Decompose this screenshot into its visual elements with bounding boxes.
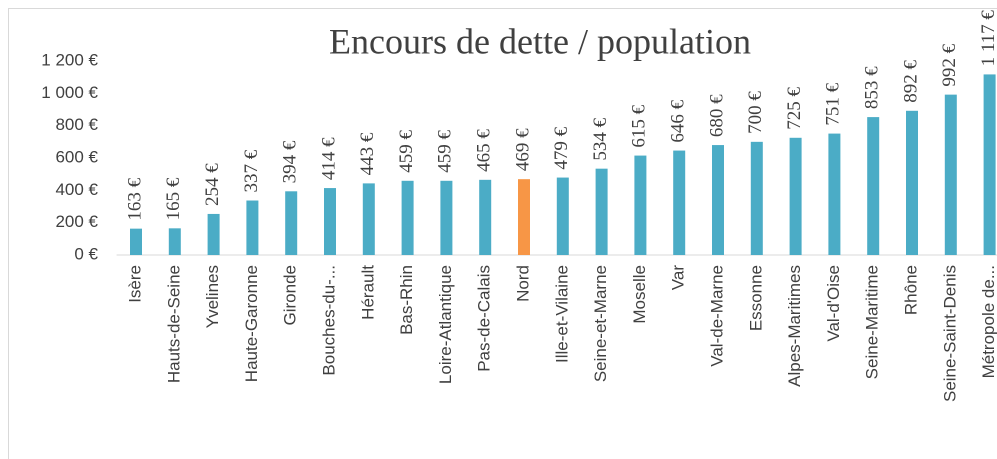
bar	[789, 137, 802, 255]
x-tick-label: Hauts-de-Seine	[164, 265, 183, 383]
bar	[324, 188, 336, 255]
y-tick-label: 0 €	[74, 244, 98, 263]
bar	[285, 191, 298, 255]
x-tick-label: Val-d'Oise	[824, 265, 843, 342]
bar	[595, 168, 608, 255]
x-tick-label: Yvelines	[203, 265, 222, 328]
data-label: 469 €	[512, 128, 533, 171]
bar	[362, 183, 375, 255]
x-tick-label: Loire-Atlantique	[436, 265, 455, 384]
data-label: 163 €	[124, 177, 145, 220]
data-label: 646 €	[668, 99, 689, 142]
bar	[828, 133, 841, 255]
y-tick-label: 200 €	[55, 212, 98, 231]
x-tick-label: Seine-et-Marne	[591, 265, 610, 382]
y-tick-label: 400 €	[55, 180, 98, 199]
bar	[867, 117, 880, 256]
bar	[634, 155, 647, 255]
x-tick-label: Ille-et-Vilaine	[552, 265, 571, 363]
data-label: 459 €	[396, 130, 417, 173]
y-tick-label: 800 €	[55, 115, 98, 134]
bar	[440, 180, 453, 255]
x-tick-label: Essonne	[746, 265, 765, 331]
bar	[479, 179, 492, 255]
x-tick-label: Métropole de...	[979, 265, 997, 378]
chart-title: Encours de dette / population	[329, 21, 751, 61]
data-label: 254 €	[202, 163, 223, 206]
bar	[556, 177, 569, 255]
data-label: 751 €	[823, 82, 844, 125]
x-tick-label: Seine-Maritime	[863, 265, 882, 379]
bar	[673, 150, 686, 255]
data-label: 459 €	[435, 130, 456, 173]
x-tick-label: Val-de-Marne	[707, 265, 726, 367]
data-label: 394 €	[280, 140, 301, 183]
data-label: 853 €	[862, 66, 883, 109]
bar	[750, 141, 763, 255]
data-label: 479 €	[551, 126, 572, 169]
y-tick-label: 1 200 €	[41, 50, 98, 69]
data-label: 337 €	[241, 149, 262, 192]
data-label: 700 €	[745, 91, 766, 134]
chart-border	[8, 8, 997, 459]
data-label: 443 €	[357, 132, 378, 175]
x-tick-label: Isère	[125, 265, 144, 303]
data-label: 534 €	[590, 117, 611, 160]
data-label: 465 €	[474, 129, 495, 172]
data-label: 1 117 €	[978, 10, 997, 67]
y-tick-label: 600 €	[55, 147, 98, 166]
data-label: 992 €	[939, 43, 960, 86]
bar	[712, 145, 724, 255]
data-label: 680 €	[706, 94, 727, 137]
x-tick-label: Bas-Rhin	[397, 265, 416, 335]
x-tick-label: Hérault	[358, 265, 377, 320]
bar	[130, 228, 142, 255]
x-tick-label: Moselle	[630, 265, 649, 324]
data-label: 414 €	[318, 137, 339, 180]
x-tick-label: Seine-Saint-Denis	[940, 265, 959, 402]
bar	[401, 180, 414, 255]
data-label: 615 €	[629, 104, 650, 147]
data-label: 165 €	[163, 177, 184, 220]
bar	[518, 179, 530, 255]
x-tick-label: Var	[669, 265, 688, 291]
y-tick-label: 1 000 €	[41, 83, 98, 102]
x-tick-label: Gironde	[281, 265, 300, 325]
bar	[906, 110, 918, 255]
x-tick-label: Pas-de-Calais	[475, 265, 494, 372]
x-tick-label: Nord	[513, 265, 532, 302]
x-tick-label: Bouches-du-...	[319, 265, 338, 376]
bar	[983, 74, 996, 255]
bar	[168, 228, 181, 255]
data-label: 725 €	[784, 87, 805, 130]
bar	[207, 213, 220, 255]
x-tick-label: Rhône	[901, 265, 920, 315]
bar	[944, 94, 957, 255]
x-tick-label: Haute-Garonne	[242, 265, 261, 382]
data-label: 892 €	[900, 60, 921, 103]
x-tick-label: Alpes-Maritimes	[785, 265, 804, 387]
bar	[246, 200, 259, 255]
